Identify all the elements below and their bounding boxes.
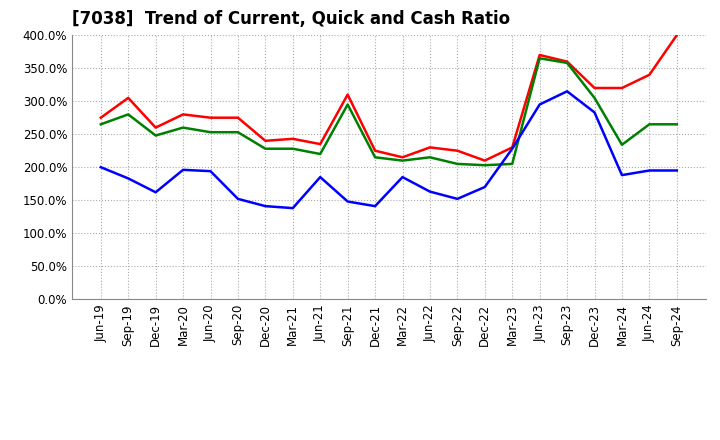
Line: Current Ratio: Current Ratio: [101, 35, 677, 161]
Current Ratio: [618, 85, 626, 91]
Cash Ratio: [289, 205, 297, 211]
Cash Ratio: [343, 199, 352, 204]
Quick Ratio: [645, 121, 654, 127]
Cash Ratio: [151, 190, 160, 195]
Current Ratio: [371, 148, 379, 153]
Quick Ratio: [151, 133, 160, 138]
Cash Ratio: [398, 174, 407, 180]
Current Ratio: [261, 138, 270, 143]
Quick Ratio: [398, 158, 407, 163]
Cash Ratio: [563, 88, 572, 94]
Cash Ratio: [590, 110, 599, 115]
Cash Ratio: [645, 168, 654, 173]
Quick Ratio: [508, 161, 516, 166]
Line: Quick Ratio: Quick Ratio: [101, 58, 677, 165]
Cash Ratio: [426, 189, 434, 194]
Current Ratio: [590, 85, 599, 91]
Quick Ratio: [289, 146, 297, 151]
Current Ratio: [398, 154, 407, 160]
Current Ratio: [151, 125, 160, 130]
Current Ratio: [480, 158, 489, 163]
Quick Ratio: [261, 146, 270, 151]
Quick Ratio: [124, 112, 132, 117]
Cash Ratio: [672, 168, 681, 173]
Current Ratio: [426, 145, 434, 150]
Cash Ratio: [508, 146, 516, 151]
Cash Ratio: [453, 196, 462, 202]
Current Ratio: [645, 72, 654, 77]
Current Ratio: [96, 115, 105, 120]
Current Ratio: [453, 148, 462, 153]
Text: [7038]  Trend of Current, Quick and Cash Ratio: [7038] Trend of Current, Quick and Cash …: [72, 10, 510, 28]
Quick Ratio: [672, 121, 681, 127]
Quick Ratio: [480, 162, 489, 168]
Quick Ratio: [453, 161, 462, 166]
Quick Ratio: [179, 125, 187, 130]
Current Ratio: [179, 112, 187, 117]
Quick Ratio: [536, 55, 544, 61]
Current Ratio: [233, 115, 242, 120]
Current Ratio: [343, 92, 352, 97]
Quick Ratio: [233, 129, 242, 135]
Quick Ratio: [316, 151, 325, 157]
Quick Ratio: [426, 154, 434, 160]
Current Ratio: [206, 115, 215, 120]
Current Ratio: [289, 136, 297, 141]
Line: Cash Ratio: Cash Ratio: [101, 91, 677, 208]
Cash Ratio: [206, 169, 215, 174]
Current Ratio: [672, 33, 681, 38]
Current Ratio: [563, 59, 572, 64]
Quick Ratio: [563, 60, 572, 66]
Quick Ratio: [590, 95, 599, 101]
Quick Ratio: [206, 129, 215, 135]
Cash Ratio: [124, 176, 132, 181]
Cash Ratio: [316, 174, 325, 180]
Cash Ratio: [480, 184, 489, 190]
Cash Ratio: [179, 167, 187, 172]
Current Ratio: [316, 141, 325, 147]
Quick Ratio: [371, 154, 379, 160]
Current Ratio: [536, 52, 544, 58]
Cash Ratio: [233, 196, 242, 202]
Cash Ratio: [618, 172, 626, 178]
Quick Ratio: [343, 102, 352, 107]
Cash Ratio: [96, 165, 105, 170]
Cash Ratio: [371, 203, 379, 209]
Current Ratio: [508, 145, 516, 150]
Cash Ratio: [536, 102, 544, 107]
Quick Ratio: [96, 121, 105, 127]
Cash Ratio: [261, 203, 270, 209]
Current Ratio: [124, 95, 132, 101]
Quick Ratio: [618, 142, 626, 147]
